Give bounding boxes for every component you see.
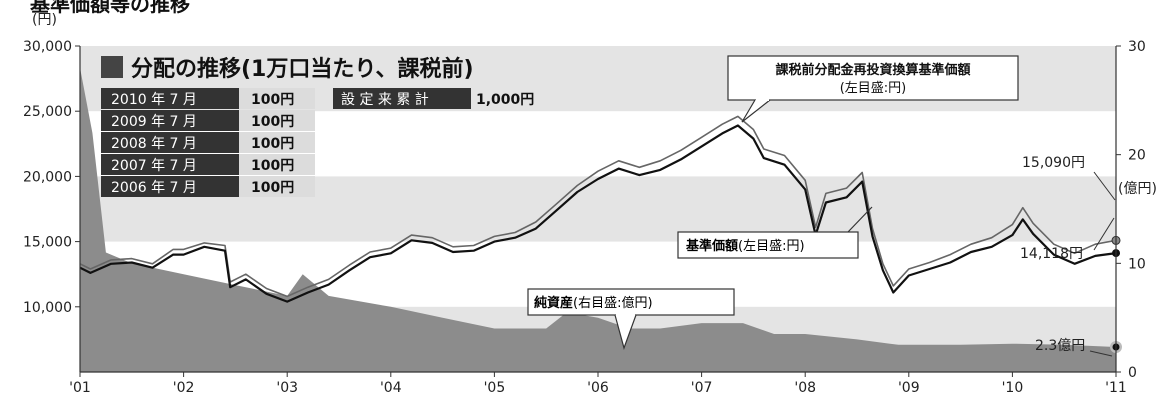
x-tick-label: '06 <box>587 380 609 396</box>
left-tick-label: 10,000 <box>23 300 72 316</box>
x-tick-label: '01 <box>69 380 91 396</box>
distribution-amount-bg <box>239 110 315 131</box>
left-axis-unit: (円) <box>32 12 57 28</box>
svg-text:基準価額(左目盛:円): 基準価額(左目盛:円) <box>685 238 805 254</box>
distribution-period: 2007 年 7 月 <box>111 158 197 174</box>
distribution-amount-bg <box>239 88 315 109</box>
callout-adjusted-nav: 課税前分配金再投資換算基準価額 (左目盛:円) <box>727 55 1019 123</box>
distribution-panel: 分配の推移(1万口当たり、課税前) 2010 年 7 月 100円 2009 年 7… <box>101 56 534 197</box>
end-assets-label: 2.3億円 <box>1035 338 1085 354</box>
cumulative-label-bg <box>333 88 471 109</box>
right-tick-label: 20 <box>1128 148 1146 164</box>
assets-sub: (右目盛:億円) <box>573 295 653 311</box>
distribution-amount-bg <box>239 176 315 197</box>
svg-text:純資産(右目盛:億円): 純資産(右目盛:億円) <box>534 295 653 311</box>
x-tick-label: '10 <box>1002 380 1024 396</box>
distribution-period: 2009 年 7 月 <box>111 114 197 130</box>
distribution-amount: 100円 <box>251 158 294 174</box>
cumulative-label: 設 定 来 累 計 <box>341 92 429 108</box>
x-tick-label: '04 <box>380 380 402 396</box>
nav-line <box>79 124 1117 303</box>
distribution-period-bg <box>101 154 239 175</box>
x-tick-label: '08 <box>794 380 816 396</box>
nav-sub: (左目盛:円) <box>738 239 805 254</box>
left-tick-label: 30,000 <box>23 39 72 55</box>
distribution-period: 2010 年 7 月 <box>111 92 197 108</box>
left-tick-label: 20,000 <box>23 169 72 185</box>
distribution-period-bg <box>101 88 239 109</box>
right-tick-label: 30 <box>1128 39 1146 55</box>
x-tick-label: '02 <box>173 380 195 396</box>
distribution-period: 2008 年 7 月 <box>111 136 197 152</box>
adjusted-nav-sub: (左目盛:円) <box>840 81 907 96</box>
right-tick-label: 0 <box>1128 365 1137 381</box>
right-tick-label: 10 <box>1128 256 1146 272</box>
callout-nav: 基準価額(左目盛:円) <box>677 206 873 259</box>
right-axis-unit: (億円) <box>1118 181 1157 197</box>
cumulative-amount: 1,000円 <box>476 92 534 108</box>
distribution-amount-bg <box>239 154 315 175</box>
assets-label: 純資産 <box>534 295 573 311</box>
x-tick-label: '07 <box>691 380 713 396</box>
callout-net-assets: 純資産(右目盛:億円) <box>527 288 735 350</box>
x-tick-label: '09 <box>898 380 920 396</box>
distribution-title: 分配の推移(1万口当たり、課税前) <box>131 56 474 82</box>
end-adjusted-label: 15,090円 <box>1022 155 1085 171</box>
left-tick-label: 15,000 <box>23 235 72 251</box>
left-tick-label: 25,000 <box>23 104 72 120</box>
distribution-amount: 100円 <box>251 180 294 196</box>
nav-label: 基準価額 <box>685 238 738 254</box>
distribution-period: 2006 年 7 月 <box>111 180 197 196</box>
distribution-period-bg <box>101 176 239 197</box>
end-nav-label: 14,118円 <box>1020 246 1083 262</box>
page-title: 基準価額等の推移 <box>30 0 190 16</box>
x-tick-label: '05 <box>484 380 506 396</box>
title-square-icon <box>101 56 123 78</box>
distribution-amount-bg <box>239 132 315 153</box>
adjusted-nav-line <box>79 115 1117 298</box>
distribution-amount: 100円 <box>251 92 294 108</box>
distribution-amount: 100円 <box>251 114 294 130</box>
distribution-period-bg <box>101 132 239 153</box>
x-tick-label: '03 <box>276 380 298 396</box>
x-tick-label: '11 <box>1105 380 1127 396</box>
distribution-period-bg <box>101 110 239 131</box>
adjusted-nav-label: 課税前分配金再投資換算基準価額 <box>775 62 970 78</box>
net-assets-area <box>80 67 1116 372</box>
distribution-amount: 100円 <box>251 136 294 152</box>
